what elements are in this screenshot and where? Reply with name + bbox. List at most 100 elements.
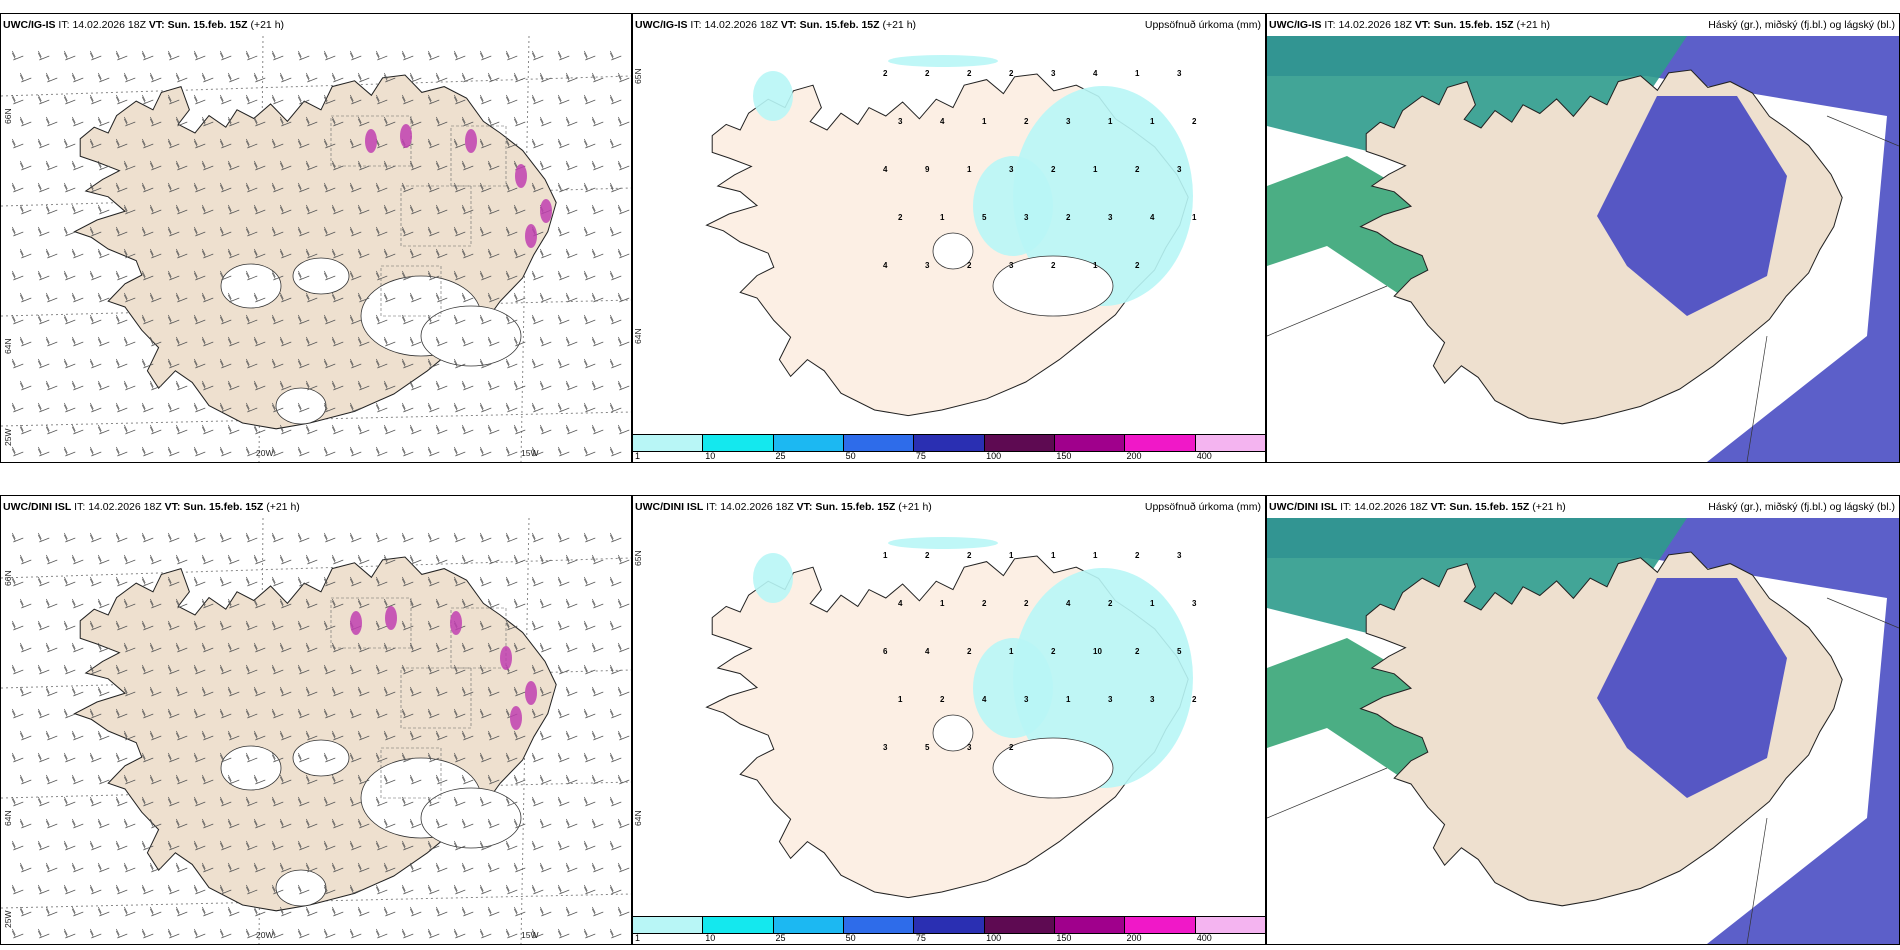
wind-barb [331, 730, 344, 741]
wind-barb [357, 774, 370, 785]
wind-barb [383, 554, 396, 565]
wind-barb [375, 532, 388, 543]
wind-barb [513, 686, 526, 697]
wind-barb [513, 380, 526, 391]
wind-barb [349, 226, 362, 237]
wind-barb [253, 424, 266, 435]
wind-barb [97, 248, 110, 259]
graticule-line [520, 36, 530, 462]
wind-barb [89, 840, 102, 851]
wind-barb [487, 336, 500, 347]
glacier-patch [932, 714, 974, 752]
wind-barb [71, 380, 84, 391]
wind-barb [453, 50, 466, 61]
wind-barb [193, 182, 206, 193]
wind-barb [531, 840, 544, 851]
wind-barb [609, 50, 622, 61]
colorbar-swatches [633, 434, 1265, 452]
wind-barb [175, 72, 188, 83]
wind-barb [297, 314, 310, 325]
wind-barb [427, 928, 440, 939]
panel-right-title: Uppsöfnuð úrkoma (mm) [1144, 19, 1261, 31]
wind-barb [279, 248, 292, 259]
lon-label: 15W [521, 930, 539, 940]
wind-barb [331, 686, 344, 697]
wind-barb [565, 248, 578, 259]
wind-barb [591, 686, 604, 697]
wind-barb [349, 532, 362, 543]
wind-barb [45, 906, 58, 917]
wind-barb [487, 730, 500, 741]
wind-barb [167, 532, 180, 543]
wind-barb [357, 598, 370, 609]
high-cloud-over-land [1597, 96, 1787, 316]
wind-barb [271, 314, 284, 325]
wind-barb [71, 116, 84, 127]
wind-barb [19, 686, 32, 697]
wind-barb [219, 50, 232, 61]
wind-barb [89, 446, 102, 457]
panel-header: UWC/IG-IS IT: 14.02.2026 18Z VT: Sun. 15… [635, 19, 917, 31]
wind-barb [175, 380, 188, 391]
wind-barb [609, 840, 622, 851]
wind-barb [141, 708, 154, 719]
wind-barb [565, 642, 578, 653]
wind-barb [201, 642, 214, 653]
wind-barb [401, 446, 414, 457]
wind-barb [331, 818, 344, 829]
wind-barb [11, 752, 24, 763]
wind-barb [461, 730, 474, 741]
wind-barb [461, 642, 474, 653]
wind-barb [19, 380, 32, 391]
colorbar-swatch [773, 917, 844, 933]
wind-barb [279, 686, 292, 697]
colorbar-label: 25 [775, 933, 786, 943]
colorbar-label: 400 [1196, 933, 1212, 943]
high-cloud-area [1267, 36, 1899, 462]
precip-map: 1 2 2 1 1 1 2 3 4 1 2 2 4 2 1 3 6 4 2 1 2 10 2 5 1 2 4 3 1 3 3 2 3 5 3 2 [705, 537, 1197, 899]
wind-barb [513, 906, 526, 917]
wind-barb [11, 620, 24, 631]
wind-barb [531, 796, 544, 807]
wind-barb [11, 840, 24, 851]
wind-barb [19, 336, 32, 347]
wind-barb [175, 204, 188, 215]
wind-barb [11, 358, 24, 369]
precip-number: 3 [1108, 695, 1113, 704]
wind-barb [531, 182, 544, 193]
wind-barb [383, 906, 396, 917]
precip-number: 2 [940, 695, 945, 704]
wind-barb [123, 730, 136, 741]
precip-number: 3 [1051, 69, 1056, 78]
wind-barb [401, 840, 414, 851]
wind-barb [37, 708, 50, 719]
wind-barb [227, 554, 240, 565]
wind-barb [271, 182, 284, 193]
glacier-patch [275, 387, 327, 425]
colorbar-swatch [1125, 917, 1196, 933]
wind-barb [479, 620, 492, 631]
wind-barb [505, 358, 518, 369]
wind-barb [409, 554, 422, 565]
wind-barb [305, 818, 318, 829]
precip-colorbar: 1 10 25 50 75 100 150 200 400 [633, 916, 1265, 944]
wind-barb [97, 818, 110, 829]
wind-barb [461, 116, 474, 127]
wind-barb [583, 138, 596, 149]
precip-number: 2 [967, 551, 972, 560]
wind-barb [279, 336, 292, 347]
wind-barb [505, 620, 518, 631]
colorbar-swatch [843, 917, 915, 933]
wind-barb [167, 94, 180, 105]
wind-barb [435, 554, 448, 565]
wind-barb [513, 72, 526, 83]
wind-barb [609, 182, 622, 193]
wind-barb [617, 204, 630, 215]
wind-barb [323, 620, 336, 631]
wind-barb [271, 270, 284, 281]
wind-barb [71, 862, 84, 873]
wind-barb [531, 576, 544, 587]
wind-barb [63, 796, 76, 807]
wind-barb [11, 884, 24, 895]
wind-barb [357, 204, 370, 215]
